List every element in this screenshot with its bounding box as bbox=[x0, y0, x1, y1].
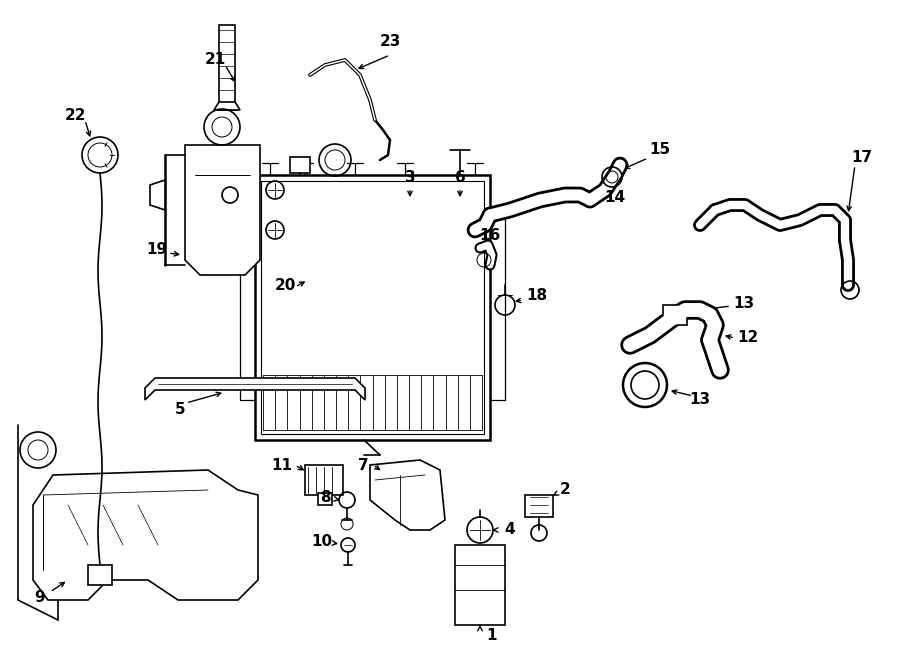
Text: 11: 11 bbox=[272, 457, 292, 473]
Bar bbox=[261, 181, 484, 434]
Text: 13: 13 bbox=[689, 393, 711, 407]
Text: 2: 2 bbox=[560, 483, 571, 498]
Text: 20: 20 bbox=[274, 278, 296, 293]
Text: 14: 14 bbox=[605, 190, 626, 206]
Bar bbox=[525, 495, 553, 517]
Text: 5: 5 bbox=[175, 403, 185, 418]
Text: 9: 9 bbox=[35, 590, 45, 605]
Text: 18: 18 bbox=[526, 288, 547, 303]
Text: 23: 23 bbox=[379, 34, 400, 50]
Bar bbox=[88, 565, 112, 585]
Text: 12: 12 bbox=[737, 330, 759, 346]
Bar bbox=[290, 157, 310, 173]
Text: 19: 19 bbox=[147, 243, 167, 258]
Bar bbox=[219, 25, 235, 110]
Polygon shape bbox=[214, 102, 240, 110]
Bar bbox=[305, 465, 343, 495]
Text: 10: 10 bbox=[311, 535, 333, 549]
Text: 13: 13 bbox=[734, 295, 754, 311]
Text: 6: 6 bbox=[454, 171, 465, 186]
Bar bbox=[663, 305, 687, 325]
Text: 3: 3 bbox=[405, 171, 415, 186]
Text: 4: 4 bbox=[505, 522, 516, 537]
Text: 17: 17 bbox=[851, 151, 873, 165]
Text: 22: 22 bbox=[64, 108, 86, 122]
Text: 15: 15 bbox=[650, 143, 670, 157]
Polygon shape bbox=[370, 460, 445, 530]
Text: 7: 7 bbox=[357, 457, 368, 473]
Bar bbox=[255, 175, 490, 440]
Polygon shape bbox=[185, 145, 260, 275]
Bar bbox=[318, 493, 332, 505]
Bar bbox=[455, 545, 505, 625]
Text: 21: 21 bbox=[204, 52, 226, 67]
Polygon shape bbox=[33, 470, 258, 600]
Text: 16: 16 bbox=[480, 227, 500, 243]
Text: 8: 8 bbox=[320, 490, 330, 504]
Text: 1: 1 bbox=[487, 627, 497, 642]
Polygon shape bbox=[145, 378, 365, 400]
Polygon shape bbox=[150, 180, 165, 210]
